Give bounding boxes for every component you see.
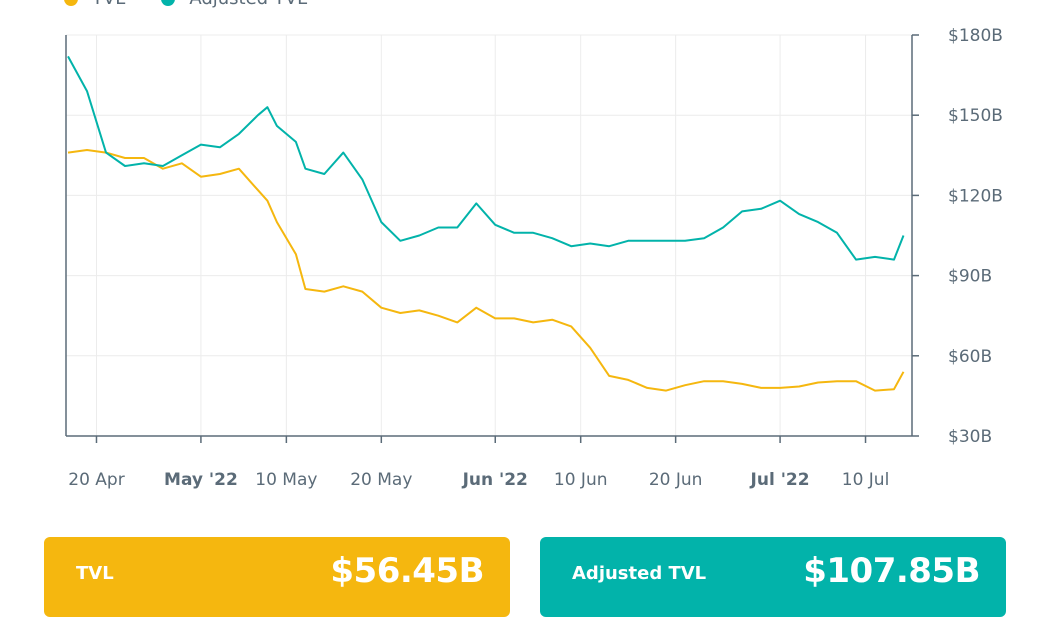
y-tick-label: $60B bbox=[948, 347, 992, 367]
tvl-card-label: TVL bbox=[76, 562, 114, 584]
x-tick-label: Jun '22 bbox=[462, 470, 528, 490]
chart-legend: TVL Adjusted TVL bbox=[64, 0, 307, 9]
y-tick-label: $30B bbox=[948, 427, 992, 447]
adjusted-tvl-card-value: $107.85B bbox=[803, 551, 980, 591]
legend-item-adjusted-tvl[interactable]: Adjusted TVL bbox=[161, 0, 307, 9]
tvl-legend-dot bbox=[64, 0, 78, 6]
x-tick-label: 10 May bbox=[255, 470, 317, 490]
adjusted-tvl-legend-dot bbox=[161, 0, 176, 6]
x-tick-label: 10 Jun bbox=[554, 470, 608, 490]
adjusted-tvl-card-label: Adjusted TVL bbox=[572, 562, 707, 584]
x-tick-label: 10 Jul bbox=[842, 470, 890, 490]
y-tick-label: $180B bbox=[948, 26, 1003, 46]
legend-label: Adjusted TVL bbox=[189, 0, 307, 9]
adjusted-tvl-series-line bbox=[67, 55, 905, 261]
y-tick-label: $150B bbox=[948, 106, 1003, 126]
x-tick-label: 20 May bbox=[350, 470, 412, 490]
adjusted-tvl-summary-card: Adjusted TVL $107.85B bbox=[540, 537, 1006, 617]
tvl-series-line bbox=[67, 149, 905, 392]
y-tick-label: $90B bbox=[948, 267, 992, 287]
y-tick-label: $120B bbox=[948, 186, 1003, 206]
legend-item-tvl[interactable]: TVL bbox=[64, 0, 125, 9]
tvl-card-value: $56.45B bbox=[330, 551, 484, 591]
tvl-summary-card: TVL $56.45B bbox=[44, 537, 510, 617]
x-tick-label: 20 Jun bbox=[649, 470, 703, 490]
x-tick-label: May '22 bbox=[164, 470, 238, 490]
tvl-line-chart: $30B $60B $90B $120B $150B $180B 20 Apr May '22… bbox=[65, 26, 1003, 490]
x-tick-label: Jul '22 bbox=[750, 470, 810, 490]
legend-label: TVL bbox=[92, 0, 125, 9]
x-tick-label: 20 Apr bbox=[68, 470, 124, 490]
